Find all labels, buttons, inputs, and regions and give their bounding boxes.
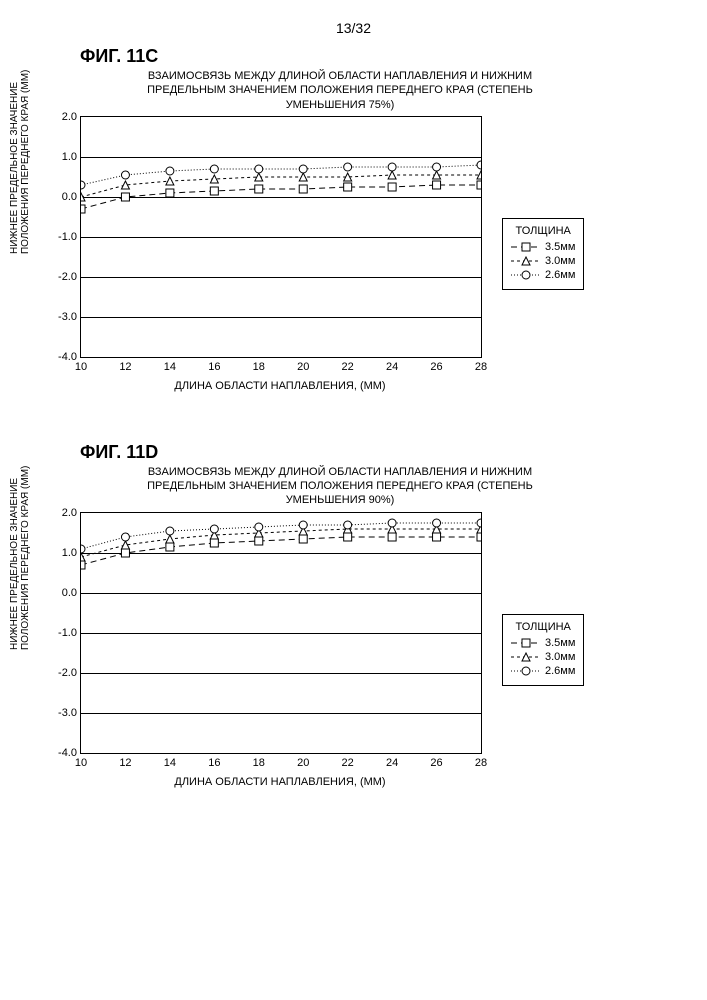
figure-block: ФИГ. 11CВЗАИМОСВЯЗЬ МЕЖДУ ДЛИНОЙ ОБЛАСТИ… (20, 46, 687, 392)
y-tick-label: 2.0 (62, 507, 81, 519)
chart-area: 2.01.00.0-1.0-2.0-3.0-4.0101214161820222… (80, 512, 482, 788)
x-tick-label: 28 (475, 357, 487, 373)
legend-swatch (511, 651, 541, 663)
y-tick-label: -3.0 (58, 707, 81, 719)
x-tick-label: 12 (119, 357, 131, 373)
x-tick-label: 22 (342, 753, 354, 769)
x-tick-label: 20 (297, 357, 309, 373)
y-tick-label: -1.0 (58, 627, 81, 639)
legend-item: 2.6мм (511, 665, 575, 677)
legend-label: 3.0мм (545, 651, 575, 663)
legend-swatch (511, 255, 541, 267)
y-tick-label: 2.0 (62, 111, 81, 123)
y-tick-label: 1.0 (62, 151, 81, 163)
legend-swatch (511, 637, 541, 649)
x-tick-label: 20 (297, 753, 309, 769)
x-tick-label: 14 (164, 357, 176, 373)
series-svg (81, 117, 481, 357)
x-tick-label: 28 (475, 753, 487, 769)
x-tick-label: 12 (119, 753, 131, 769)
legend-item: 3.0мм (511, 255, 575, 267)
legend-swatch (511, 241, 541, 253)
y-tick-label: -3.0 (58, 311, 81, 323)
x-tick-label: 14 (164, 753, 176, 769)
x-tick-label: 10 (75, 357, 87, 373)
chart-row: НИЖНЕЕ ПРЕДЕЛЬНОЕ ЗНАЧЕНИЕПОЛОЖЕНИЯ ПЕРЕ… (20, 512, 687, 788)
legend-label: 2.6мм (545, 665, 575, 677)
legend-label: 3.5мм (545, 241, 575, 253)
figure-block: ФИГ. 11DВЗАИМОСВЯЗЬ МЕЖДУ ДЛИНОЙ ОБЛАСТИ… (20, 442, 687, 788)
legend-item: 2.6мм (511, 269, 575, 281)
legend: ТОЛЩИНА 3.5мм 3.0мм 2.6мм (502, 614, 584, 686)
y-tick-label: 0.0 (62, 191, 81, 203)
y-tick-label: -2.0 (58, 667, 81, 679)
x-tick-label: 18 (253, 357, 265, 373)
x-tick-label: 22 (342, 357, 354, 373)
x-tick-label: 26 (430, 357, 442, 373)
chart-title: ВЗАИМОСВЯЗЬ МЕЖДУ ДЛИНОЙ ОБЛАСТИ НАПЛАВЛ… (140, 69, 540, 112)
x-axis-label: ДЛИНА ОБЛАСТИ НАПЛАВЛЕНИЯ, (ММ) (80, 776, 480, 788)
legend-item: 3.0мм (511, 651, 575, 663)
x-tick-label: 26 (430, 753, 442, 769)
x-axis-label: ДЛИНА ОБЛАСТИ НАПЛАВЛЕНИЯ, (ММ) (80, 380, 480, 392)
figure-label: ФИГ. 11C (80, 46, 687, 67)
x-tick-label: 16 (208, 753, 220, 769)
legend-label: 2.6мм (545, 269, 575, 281)
legend-label: 3.5мм (545, 637, 575, 649)
y-tick-label: -1.0 (58, 231, 81, 243)
y-tick-label: -2.0 (58, 271, 81, 283)
x-tick-label: 24 (386, 357, 398, 373)
series-svg (81, 513, 481, 753)
legend-label: 3.0мм (545, 255, 575, 267)
x-tick-label: 18 (253, 753, 265, 769)
y-tick-label: 0.0 (62, 587, 81, 599)
legend-item: 3.5мм (511, 241, 575, 253)
y-tick-label: 1.0 (62, 547, 81, 559)
figure-label: ФИГ. 11D (80, 442, 687, 463)
x-tick-label: 10 (75, 753, 87, 769)
chart-area: 2.01.00.0-1.0-2.0-3.0-4.0101214161820222… (80, 116, 482, 392)
legend-item: 3.5мм (511, 637, 575, 649)
legend-swatch (511, 665, 541, 677)
x-tick-label: 16 (208, 357, 220, 373)
chart-title: ВЗАИМОСВЯЗЬ МЕЖДУ ДЛИНОЙ ОБЛАСТИ НАПЛАВЛ… (140, 465, 540, 508)
plot-region: 2.01.00.0-1.0-2.0-3.0-4.0101214161820222… (80, 512, 482, 754)
legend-swatch (511, 269, 541, 281)
legend: ТОЛЩИНА 3.5мм 3.0мм 2.6мм (502, 218, 584, 290)
legend-title: ТОЛЩИНА (511, 225, 575, 237)
x-tick-label: 24 (386, 753, 398, 769)
charts-container: ФИГ. 11CВЗАИМОСВЯЗЬ МЕЖДУ ДЛИНОЙ ОБЛАСТИ… (20, 46, 687, 788)
chart-row: НИЖНЕЕ ПРЕДЕЛЬНОЕ ЗНАЧЕНИЕПОЛОЖЕНИЯ ПЕРЕ… (20, 116, 687, 392)
legend-title: ТОЛЩИНА (511, 621, 575, 633)
plot-region: 2.01.00.0-1.0-2.0-3.0-4.0101214161820222… (80, 116, 482, 358)
page-number: 13/32 (20, 20, 687, 36)
